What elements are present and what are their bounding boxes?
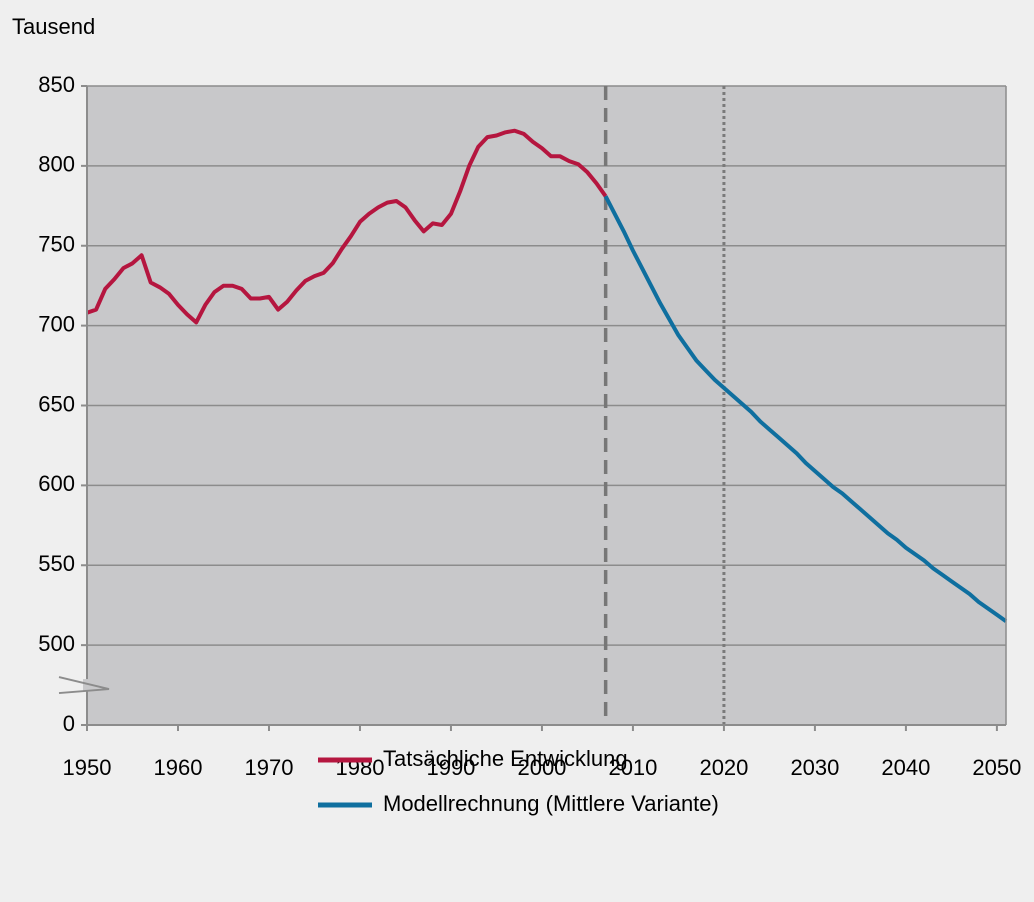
legend-label: Tatsächliche Entwicklung [383, 746, 628, 771]
x-tick-label: 1960 [154, 755, 203, 780]
legend-label: Modellrechnung (Mittlere Variante) [383, 791, 719, 816]
x-tick-label: 2020 [699, 755, 748, 780]
series-line [603, 195, 1008, 623]
y-tick-label: 550 [38, 551, 75, 576]
y-tick-label: 750 [38, 232, 75, 257]
x-tick-label: 2030 [790, 755, 839, 780]
x-tick-label: 1990 [426, 755, 475, 780]
y-tick-label: 850 [38, 72, 75, 97]
x-tick-label: 2000 [517, 755, 566, 780]
x-tick-label: 1970 [245, 755, 294, 780]
axis-break [58, 676, 110, 695]
y-tick-label: 650 [38, 391, 75, 416]
axis-break-gap [83, 679, 91, 692]
y-tick-label: 0 [63, 711, 75, 736]
grid [87, 85, 1006, 725]
y-axis-label: Tausend [12, 14, 95, 39]
x-tick-label: 2040 [881, 755, 930, 780]
x-tick-label: 2050 [972, 755, 1021, 780]
y-tick-label: 700 [38, 311, 75, 336]
x-tick-label: 1950 [63, 755, 112, 780]
y-tick-label: 800 [38, 152, 75, 177]
y-tick-label: 600 [38, 471, 75, 496]
series-line [86, 128, 608, 325]
y-tick-label: 500 [38, 631, 75, 656]
marks [86, 128, 1008, 623]
x-tick-label: 2010 [608, 755, 657, 780]
